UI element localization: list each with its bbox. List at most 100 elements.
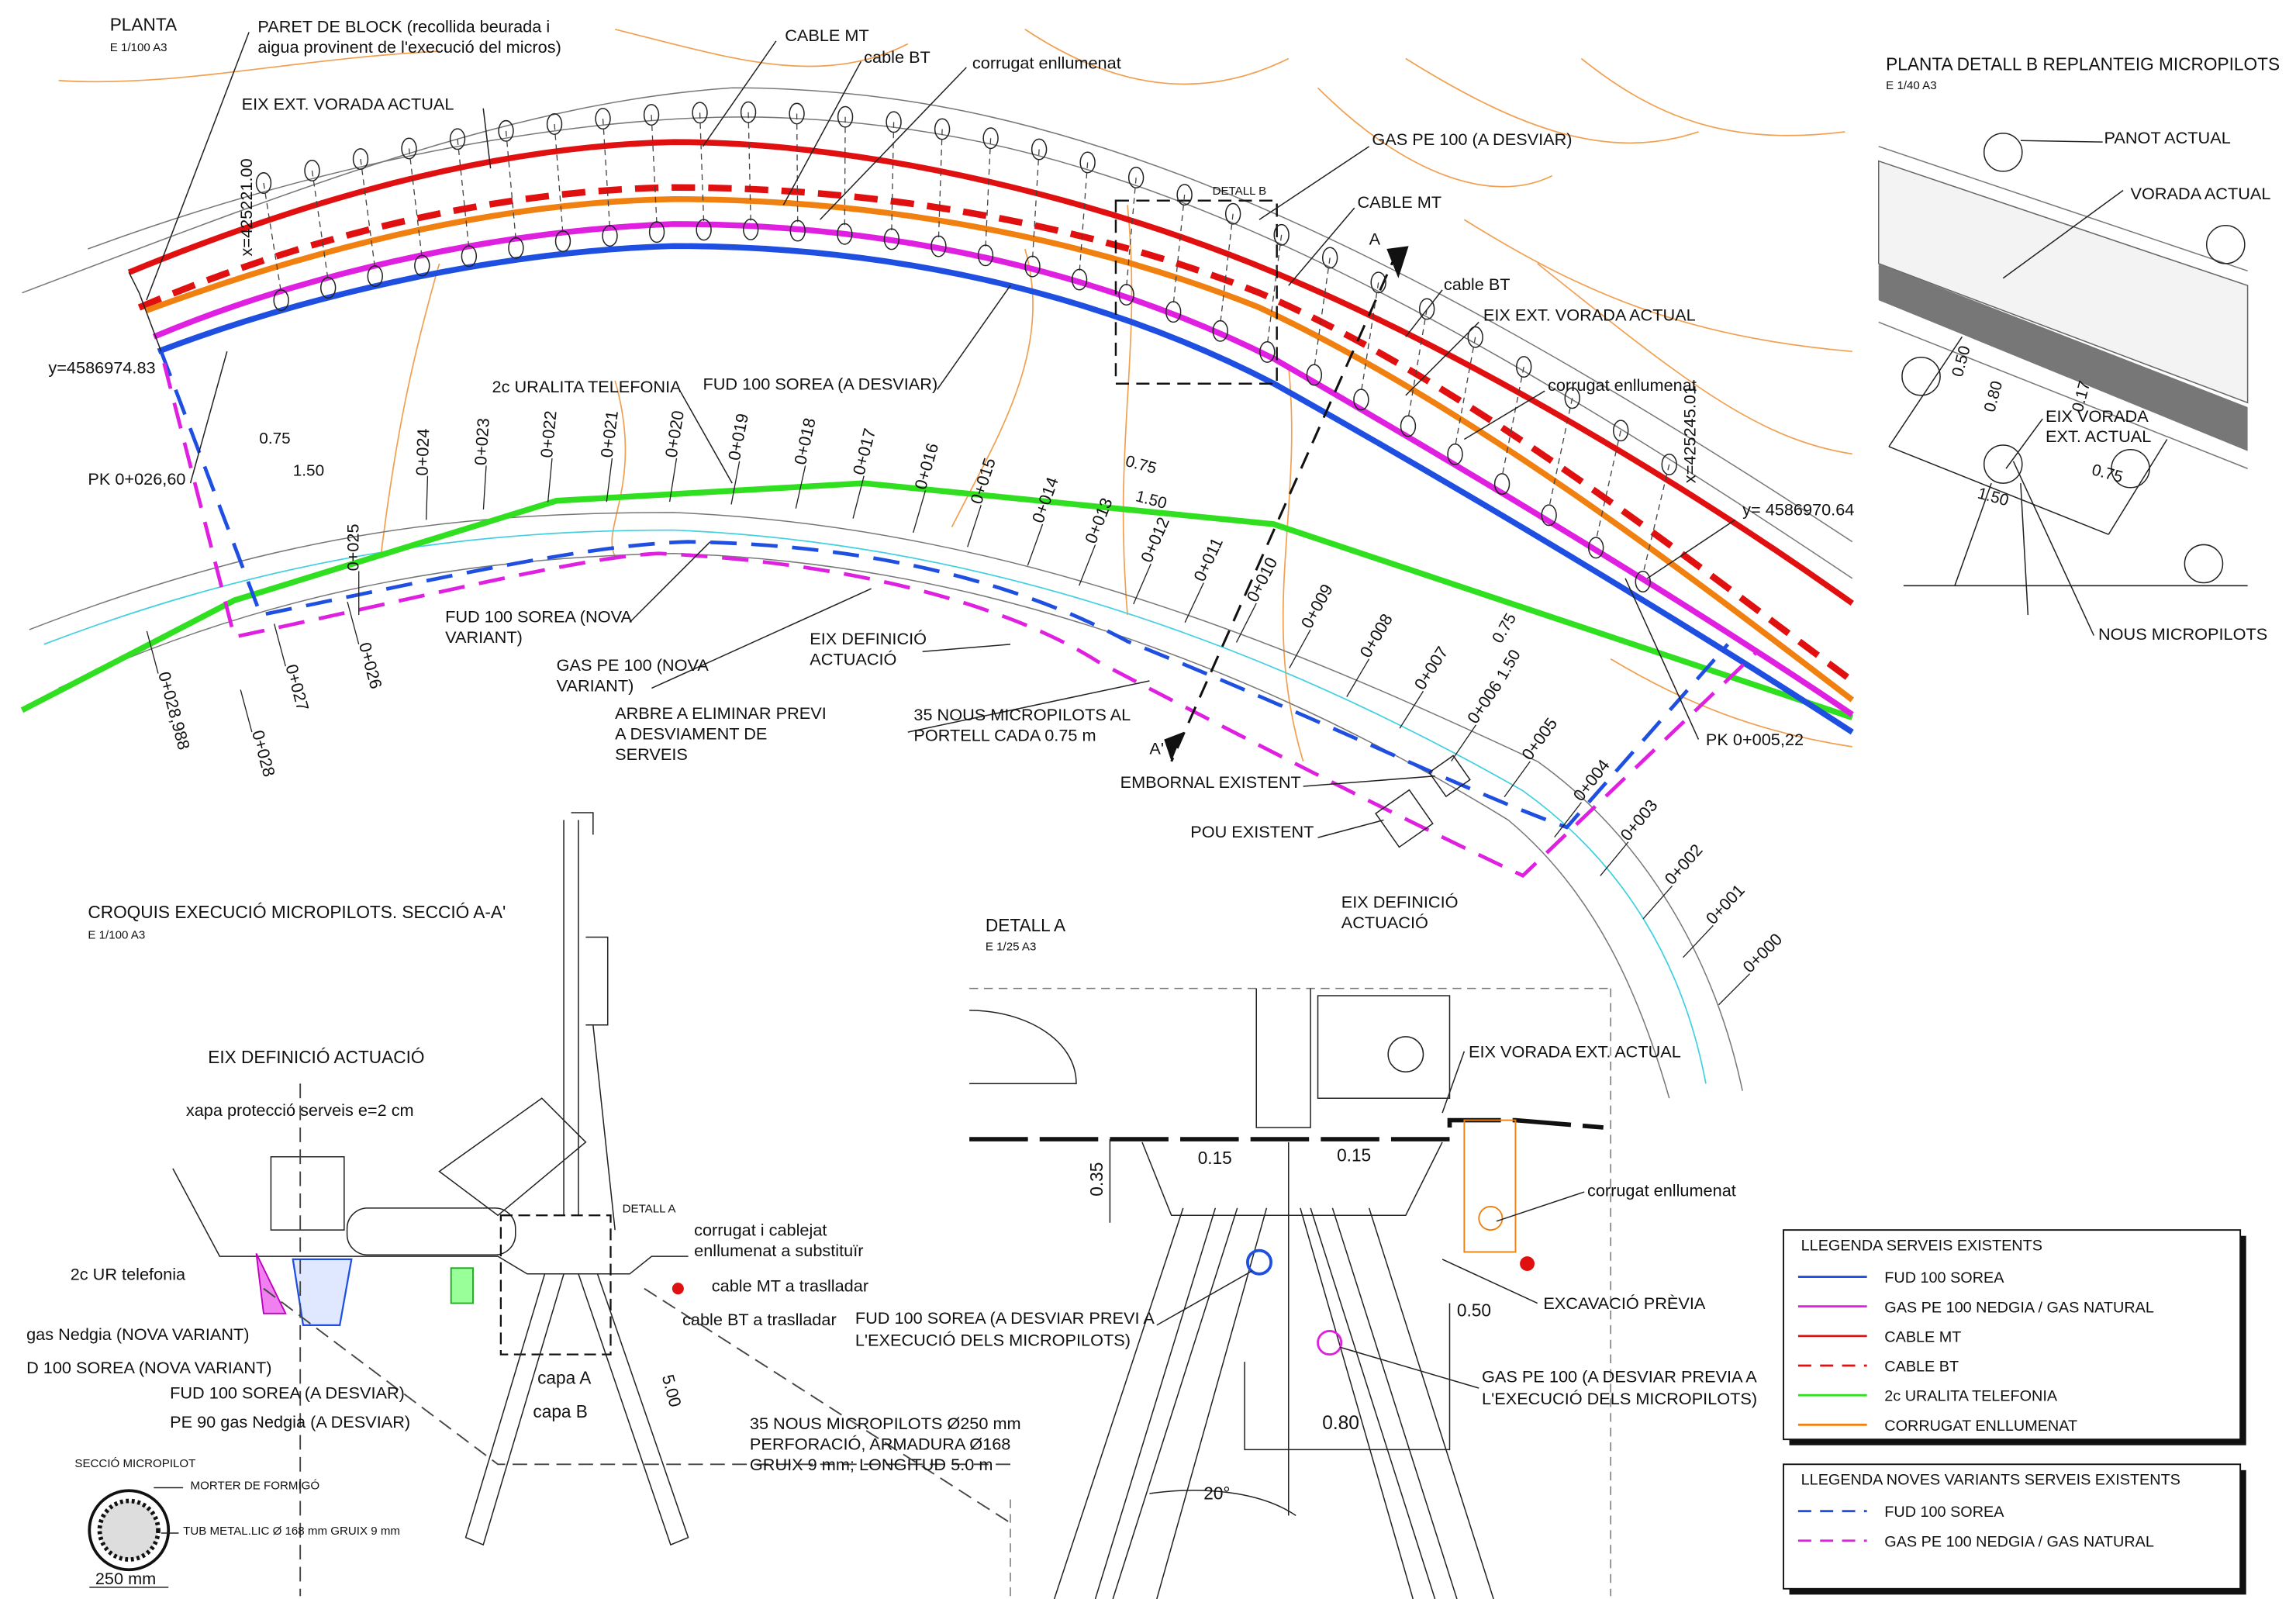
- chainage: 0+023: [471, 417, 493, 465]
- label: capa A: [537, 1367, 592, 1387]
- label: EIX DEFINICIÓ ACTUACIÓ: [208, 1047, 424, 1067]
- cable-dot: [1520, 1256, 1535, 1271]
- telefonia-duct: [451, 1268, 473, 1303]
- label: PE 90 gas Nedgia (A DESVIAR): [170, 1412, 410, 1432]
- scale: E 1/100 A3: [110, 41, 167, 54]
- label: 35 NOUS MICROPILOTS Ø250 mm: [750, 1414, 1021, 1433]
- label: xapa protecció serveis e=2 cm: [186, 1100, 414, 1120]
- label: 20°: [1203, 1483, 1230, 1504]
- label: cable BT: [1444, 275, 1511, 294]
- label: CABLE MT: [785, 26, 869, 45]
- label: GAS PE 100 (A DESVIAR): [1372, 130, 1572, 149]
- label: CABLE MT: [1358, 192, 1442, 212]
- label: 0.35: [1086, 1162, 1107, 1197]
- label: 2c URALITA TELEFONIA: [492, 377, 682, 396]
- label: PANOT ACTUAL: [2104, 128, 2231, 147]
- legend-entry: GAS PE 100 NEDGIA / GAS NATURAL: [1884, 1299, 2154, 1316]
- label: 0.80: [1322, 1413, 1359, 1434]
- label: EXCAVACIÓ PRÈVIA: [1543, 1293, 1706, 1313]
- legend-title: LLEGENDA NOVES VARIANTS SERVEIS EXISTENT…: [1801, 1472, 2180, 1489]
- cable-mt-dot: [672, 1283, 684, 1294]
- label: PK 0+026,60: [88, 469, 185, 489]
- label: corrugat enllumenat: [1587, 1181, 1736, 1200]
- label: EIX VORADA EXT. ACTUAL: [1469, 1041, 1681, 1061]
- label: EIX VORADA: [2046, 406, 2149, 426]
- scale: E 1/25 A3: [986, 940, 1036, 953]
- label: SERVEIS: [615, 744, 688, 764]
- legend-entry: 2c URALITA TELEFONIA: [1884, 1388, 2058, 1405]
- label: ACTUACIÓ: [1341, 913, 1428, 932]
- label: PARET DE BLOCK (recollida beurada i: [257, 17, 550, 36]
- label: cable MT a traslladar: [712, 1276, 868, 1295]
- label: 35 NOUS MICROPILOTS AL: [913, 705, 1131, 724]
- chainage: 0+024: [412, 428, 433, 476]
- label: EIX EXT. VORADA ACTUAL: [242, 95, 454, 114]
- label: FUD 100 SOREA (A DESVIAR PREVI A: [855, 1308, 1155, 1328]
- label: FUD 100 SOREA (A DESVIAR): [703, 374, 937, 393]
- label: 2c UR telefonia: [71, 1264, 186, 1283]
- label: EIX EXT. VORADA ACTUAL: [1483, 306, 1696, 325]
- legend-entry: CABLE MT: [1884, 1328, 1961, 1345]
- label: corrugat i cablejat: [694, 1221, 827, 1240]
- label: capa B: [533, 1401, 588, 1421]
- label: A DESVIAMENT DE: [615, 724, 767, 744]
- label: FUD 100 SOREA (A DESVIAR): [170, 1383, 405, 1402]
- label: PERFORACIÓ, ARMADURA Ø168: [750, 1434, 1010, 1453]
- drawing: LLEGENDA SERVEIS EXISTENTSFUD 100 SOREAG…: [0, 0, 2296, 1599]
- scale: E 1/40 A3: [1886, 79, 1936, 92]
- label: 0.50: [1457, 1300, 1491, 1321]
- label: gas Nedgia (NOVA VARIANT): [26, 1324, 249, 1344]
- label: GAS PE 100 (A DESVIAR PREVIA A: [1482, 1367, 1757, 1387]
- label: corrugat enllumenat: [1548, 375, 1697, 395]
- label: GAS PE 100 (NOVA: [557, 655, 710, 675]
- label: EIX DEFINICIÓ: [1341, 893, 1459, 912]
- label: PORTELL CADA 0.75 m: [913, 725, 1096, 744]
- label: enllumenat a substituïr: [694, 1241, 863, 1260]
- label: VORADA ACTUAL: [2131, 184, 2271, 203]
- page: LLEGENDA SERVEIS EXISTENTSFUD 100 SOREAG…: [0, 0, 2296, 1599]
- label: FUD 100 SOREA (NOVA: [445, 607, 632, 627]
- title: PLANTA DETALL B REPLANTEIG MICROPILOTS: [1886, 54, 2280, 74]
- legend-entry: CABLE BT: [1884, 1359, 1959, 1376]
- label: EIX DEFINICIÓ: [810, 629, 927, 648]
- label: A': [1149, 738, 1164, 758]
- label: L'EXECUCIÓ DELS MICROPILOTS): [855, 1330, 1131, 1349]
- label: ARBRE A ELIMINAR PREVI: [615, 703, 827, 723]
- label: MORTER DE FORMIGÓ: [191, 1479, 320, 1492]
- label: VARIANT): [557, 675, 634, 695]
- title: DETALL A: [986, 915, 1066, 935]
- label: x=425221.00: [237, 158, 256, 256]
- label: cable BT a traslladar: [682, 1310, 837, 1329]
- label: EXT. ACTUAL: [2046, 427, 2151, 446]
- legend-entry: FUD 100 SOREA: [1884, 1269, 2004, 1286]
- label: NOUS MICROPILOTS: [2098, 624, 2267, 644]
- label: 0.15: [1337, 1145, 1371, 1165]
- label: EMBORNAL EXISTENT: [1120, 772, 1301, 792]
- label: POU EXISTENT: [1190, 822, 1314, 841]
- legend-entry: CORRUGAT ENLLUMENAT: [1884, 1418, 2077, 1435]
- label: VARIANT): [445, 627, 523, 647]
- legends: LLEGENDA SERVEIS EXISTENTSFUD 100 SOREAG…: [1783, 1230, 2246, 1594]
- label: L'EXECUCIÓ DELS MICROPILOTS): [1482, 1389, 1757, 1408]
- label: PK 0+005,22: [1706, 730, 1804, 749]
- chainage: 0+025: [344, 523, 363, 571]
- label: D 100 SOREA (NOVA VARIANT): [26, 1358, 271, 1377]
- label: x=425245.01: [1680, 385, 1700, 483]
- label: y=4586974.83: [48, 358, 155, 378]
- label: corrugat enllumenat: [972, 54, 1121, 73]
- dimension: 1.50: [293, 462, 324, 480]
- label: ACTUACIÓ: [810, 649, 896, 668]
- legend-box: [1783, 1230, 2240, 1439]
- label: A: [1369, 229, 1381, 248]
- scale: E 1/100 A3: [88, 928, 145, 941]
- dimension: 0.75: [259, 430, 290, 447]
- label: y= 4586970.64: [1742, 500, 1854, 520]
- label: cable BT: [864, 47, 930, 67]
- title: CROQUIS EXECUCIÓ MICROPILOTS. SECCIÓ A-A…: [88, 902, 506, 922]
- label: DETALL B: [1213, 185, 1267, 198]
- label: DETALL A: [623, 1202, 677, 1215]
- label: 0.15: [1198, 1148, 1232, 1168]
- label: SECCIÓ MICROPILOT: [74, 1457, 195, 1470]
- label: 250 mm: [95, 1569, 156, 1588]
- pile-mortar: [99, 1501, 158, 1559]
